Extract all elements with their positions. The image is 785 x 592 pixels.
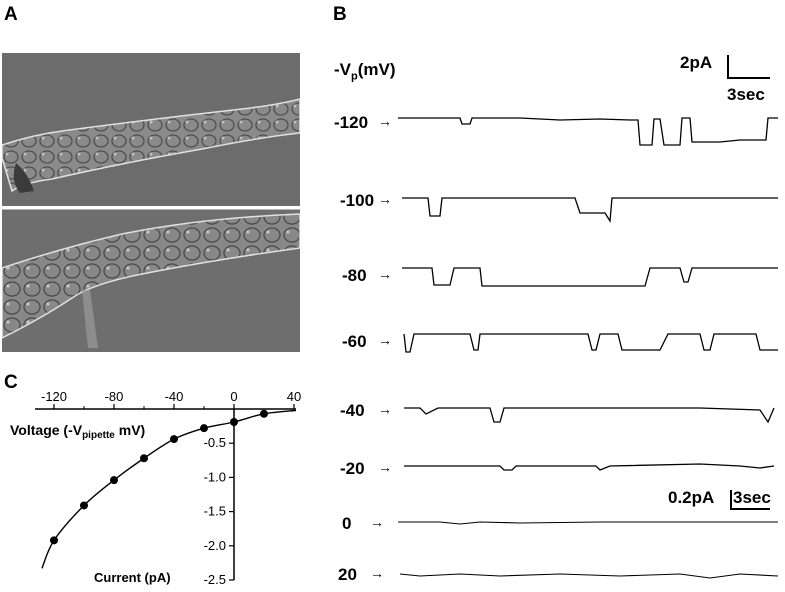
y-tick-label: -0.5 — [204, 435, 226, 450]
iv-points — [50, 409, 268, 545]
trace-arrow: → — [378, 459, 392, 475]
voltage-column-header: -Vp(mV) — [334, 60, 396, 83]
trace-arrow: → — [378, 332, 392, 348]
x-axis-label: Voltage (-Vpipette mV) — [10, 422, 145, 441]
trace-line — [398, 117, 778, 146]
trace-arrow: → — [378, 266, 392, 282]
y-tick-label: -2.5 — [204, 572, 226, 587]
trace-arrow: → — [378, 191, 392, 207]
scale-bar-small-time: 3sec — [733, 488, 771, 507]
micrograph-bottom — [2, 208, 300, 352]
trace-line — [402, 267, 778, 287]
x-tick-label: 40 — [287, 389, 301, 404]
x-tick-label: 0 — [230, 389, 237, 404]
trace-voltage-label: -20 — [340, 459, 365, 478]
micrograph-top — [2, 53, 300, 206]
panel-label-a: A — [4, 4, 18, 25]
x-tick-label: -120 — [41, 389, 67, 404]
trace-line — [402, 197, 778, 223]
trace-voltage-label: -40 — [340, 401, 365, 420]
data-point — [50, 536, 58, 545]
trace-arrow: → — [378, 401, 392, 417]
scale-bar-small-current: 0.2pA — [668, 488, 715, 507]
trace-arrow: → — [370, 565, 384, 581]
trace-line — [404, 407, 775, 424]
panel-label-b: B — [333, 4, 347, 25]
y-axis-label: Current (pA) — [94, 570, 171, 585]
iv-fit-curve — [41, 409, 297, 569]
data-point — [170, 435, 178, 444]
trace-voltage-label: 20 — [338, 565, 357, 584]
iv-axes — [35, 408, 296, 580]
y-tick-label: -2.0 — [204, 538, 226, 553]
scale-bar-large-current: 2pA — [680, 53, 713, 72]
y-tick-label: -1.0 — [204, 469, 226, 484]
trace-voltage-label: -100 — [340, 191, 375, 210]
trace-voltage-label: -120 — [334, 113, 369, 132]
trace-line — [403, 333, 778, 353]
data-point — [260, 409, 268, 418]
data-point — [200, 424, 208, 433]
data-point — [140, 454, 148, 463]
trace-arrow: → — [378, 113, 392, 129]
trace-arrow: → — [370, 514, 384, 530]
x-tick-label: -40 — [165, 389, 184, 404]
iv-ticks: -120 -80 -40 0 40 -0.5 -1.0 -1.5 -2.0 -2.5 — [41, 389, 301, 587]
scale-bar-large-time: 3sec — [727, 85, 765, 104]
trace-voltage-label: -80 — [342, 266, 367, 285]
trace-voltage-label: 0 — [342, 514, 352, 533]
data-point — [80, 501, 88, 510]
y-tick-label: -1.5 — [204, 504, 226, 519]
trace-voltage-label: -60 — [342, 332, 367, 351]
iv-chart: Voltage (-Vpipette mV) Current (pA) -120… — [10, 389, 301, 587]
trace-line — [399, 573, 779, 579]
panel-label-c: C — [4, 372, 18, 393]
fit-curve-line — [41, 409, 297, 569]
x-tick-label: -80 — [105, 389, 124, 404]
data-point — [110, 476, 118, 485]
trace-line — [404, 463, 775, 471]
data-point — [230, 417, 238, 426]
trace-line — [398, 521, 778, 525]
